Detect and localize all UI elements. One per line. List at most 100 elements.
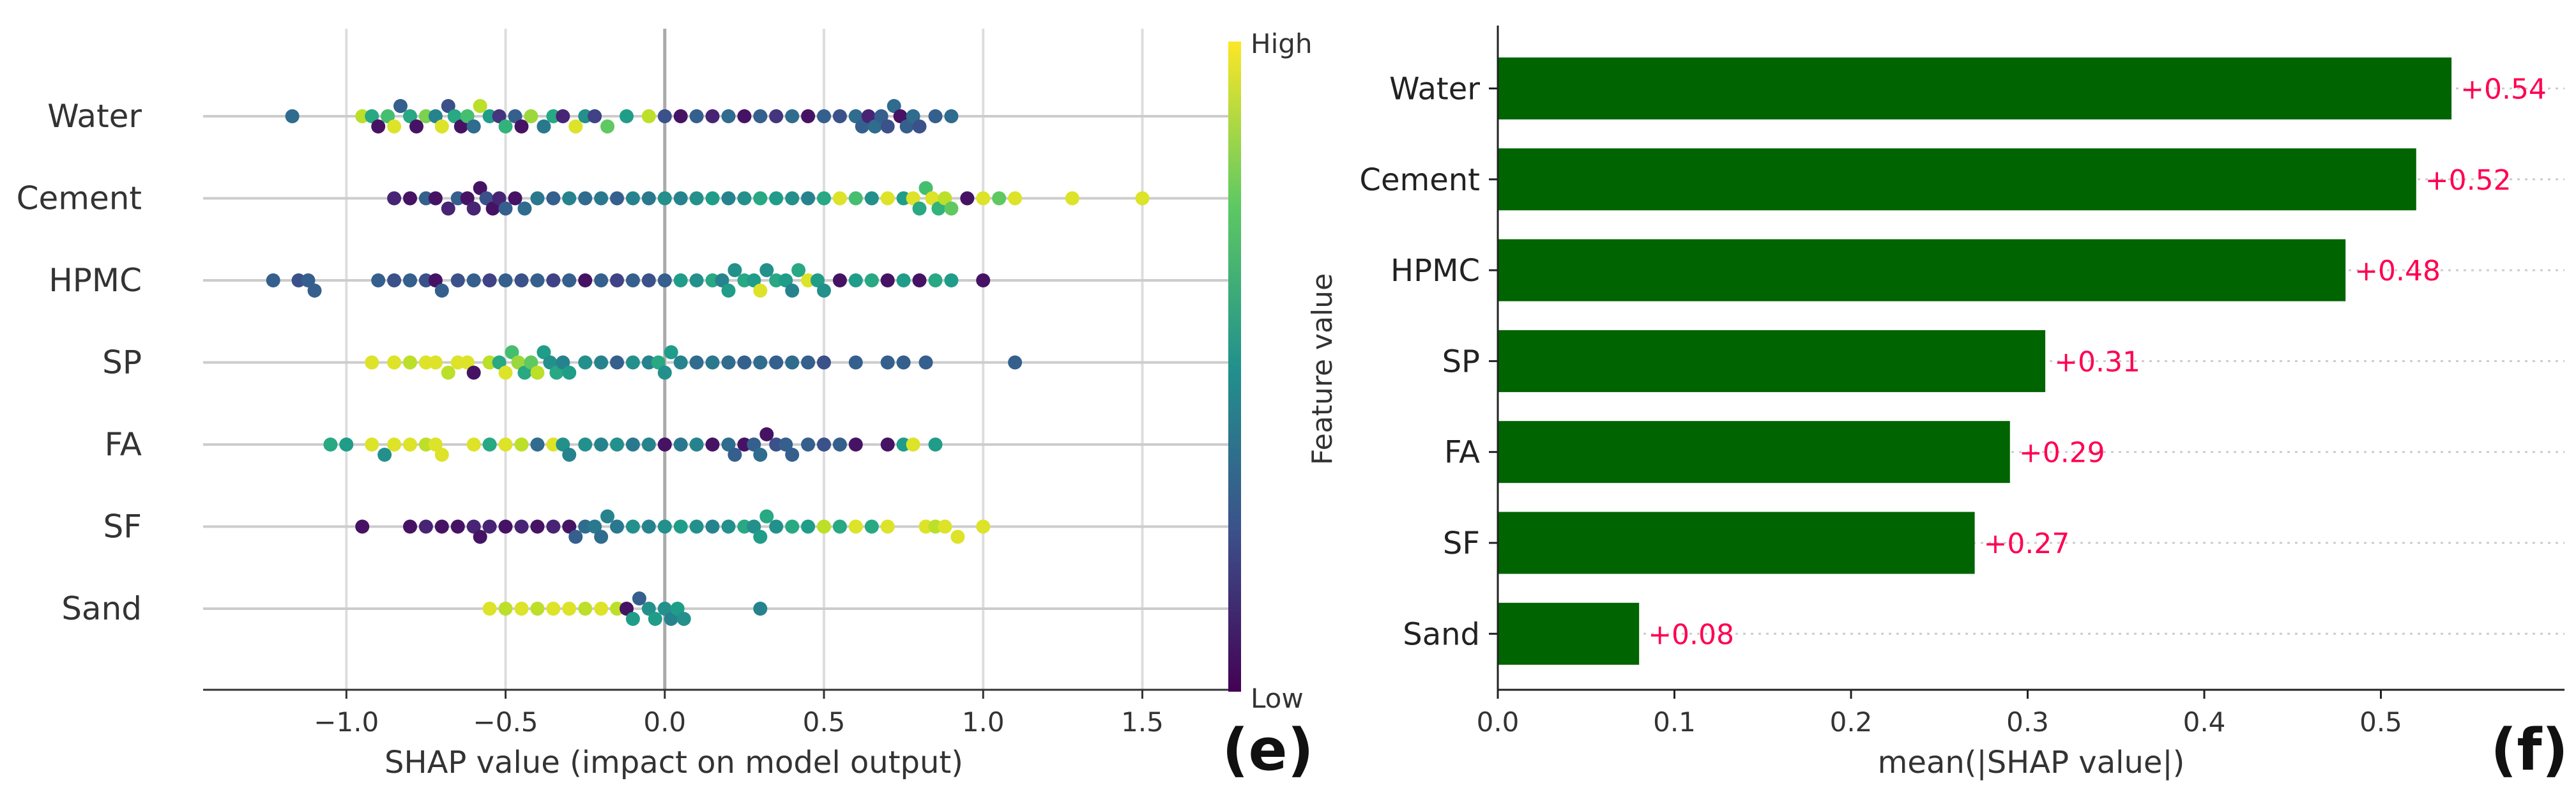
shap-point	[705, 191, 720, 206]
e-feature-rows	[203, 115, 1238, 610]
shap-point	[387, 191, 402, 206]
shap-point	[365, 109, 379, 123]
shap-point	[434, 448, 449, 462]
e-feature-labels: Water Cement HPMC SP FA SF Sand	[17, 98, 142, 627]
f-tick-label: 0.3	[2006, 706, 2049, 738]
shap-point	[505, 345, 519, 360]
shap-point	[864, 519, 879, 534]
f-category-label: Cement	[1359, 162, 1480, 198]
shap-point	[832, 438, 847, 452]
shap-point	[594, 438, 609, 452]
shap-point	[578, 273, 593, 287]
bar-value-label: +0.54	[2460, 73, 2547, 106]
shap-point	[371, 273, 386, 287]
shap-point	[546, 602, 561, 616]
shap-point	[880, 273, 895, 287]
shap-point	[811, 273, 825, 287]
bar-value-label: +0.31	[2054, 346, 2140, 378]
shap-point	[721, 284, 736, 298]
shap-point	[387, 438, 402, 452]
shap-point	[473, 99, 487, 113]
shap-point	[753, 448, 768, 462]
shap-point	[817, 191, 831, 206]
shap-point	[689, 109, 704, 123]
shap-point	[721, 519, 736, 534]
shap-point	[625, 438, 640, 452]
shap-point	[641, 519, 656, 534]
colorbar-low-label: Low	[1251, 683, 1304, 714]
e-tick-label: 1.0	[962, 706, 1005, 738]
shap-point	[556, 109, 570, 123]
shap-point	[976, 191, 991, 206]
shap-point	[517, 365, 532, 380]
shap-point	[447, 109, 462, 123]
shap-point	[466, 519, 481, 534]
bar-value-label: +0.29	[2019, 437, 2105, 469]
shap-point	[848, 273, 863, 287]
shap-point	[689, 438, 704, 452]
shap-point	[473, 181, 487, 195]
shap-point	[832, 519, 847, 534]
shap-point	[428, 438, 443, 452]
shap-point	[657, 109, 672, 123]
shap-point	[893, 109, 908, 123]
f-tick-label: 0.0	[1477, 706, 1520, 738]
shap-point	[769, 109, 784, 123]
shap-point	[594, 355, 609, 370]
shap-point	[594, 529, 609, 544]
shap-point	[779, 438, 793, 452]
shap-point	[482, 438, 497, 452]
shap-point	[498, 273, 513, 287]
shap-point	[562, 519, 577, 534]
shap-point	[641, 191, 656, 206]
shap-point	[944, 201, 959, 216]
shap-point	[578, 602, 593, 616]
shap-point	[473, 529, 487, 544]
shap-point	[705, 519, 720, 534]
f-category-label: SF	[1443, 526, 1480, 561]
shap-point	[918, 181, 933, 195]
shap-point	[769, 519, 784, 534]
shap-point	[931, 201, 946, 216]
shap-point	[568, 119, 583, 133]
shap-point	[498, 438, 513, 452]
bar	[1498, 148, 2416, 211]
shap-point	[832, 191, 847, 206]
shap-point	[428, 109, 443, 123]
shap-point	[670, 602, 685, 616]
shap-point	[403, 191, 417, 206]
shap-point	[578, 438, 593, 452]
shap-point	[950, 529, 965, 544]
shap-point	[434, 519, 449, 534]
shap-point	[1135, 191, 1150, 206]
shap-point	[568, 529, 583, 544]
e-x-ticks: −1.0 −0.5 0.0 0.5 1.0 1.5	[314, 690, 1164, 738]
shap-point	[365, 355, 379, 370]
shap-point	[524, 355, 538, 370]
shap-point	[848, 109, 863, 123]
shap-point	[728, 448, 742, 462]
shap-point	[387, 273, 402, 287]
shap-point	[514, 519, 529, 534]
e-panel-label: (e)	[1222, 717, 1313, 784]
shap-point	[769, 191, 784, 206]
shap-point	[508, 109, 522, 123]
shap-point	[393, 99, 408, 113]
bar	[1498, 421, 2010, 483]
f-x-ticks: 0.0 0.1 0.2 0.3 0.4 0.5	[1477, 690, 2402, 738]
shap-point	[578, 355, 593, 370]
shap-point	[466, 438, 481, 452]
shap-point	[689, 191, 704, 206]
shap-point	[428, 191, 443, 206]
shap-point	[801, 355, 816, 370]
shap-point	[498, 201, 513, 216]
shap-point	[543, 355, 558, 370]
shap-point	[460, 109, 475, 123]
shap-point	[721, 438, 736, 452]
f-category-labels: Water Cement HPMC SP FA SF Sand	[1359, 72, 1498, 652]
shap-point	[817, 438, 831, 452]
shap-point	[801, 438, 816, 452]
shap-point	[492, 355, 507, 370]
e-feature-label: Water	[47, 98, 142, 135]
e-feature-label: Sand	[61, 590, 142, 627]
